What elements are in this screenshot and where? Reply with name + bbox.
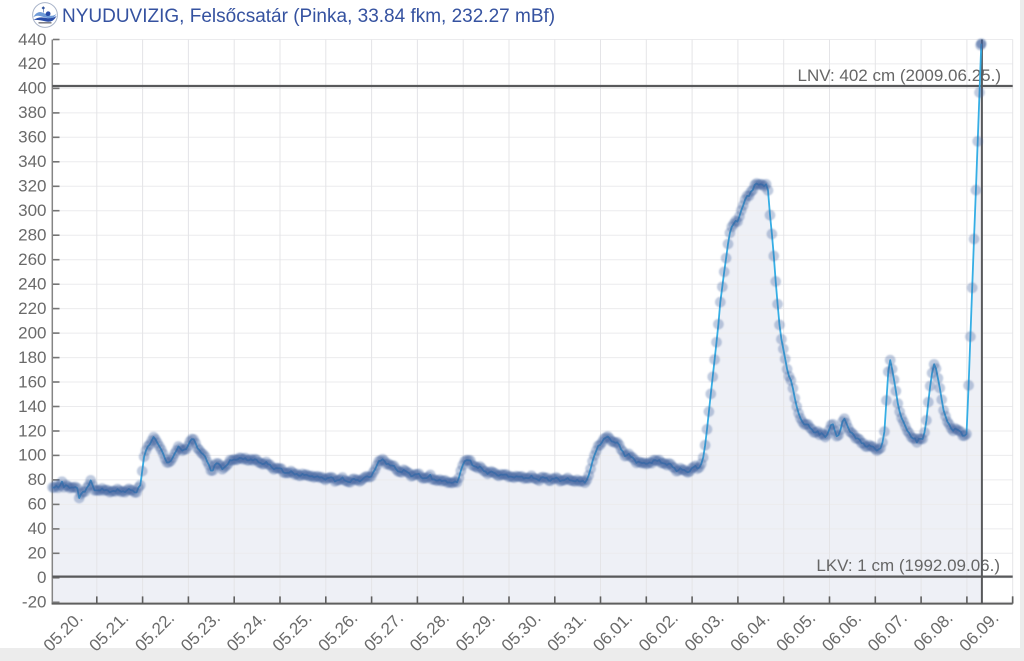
svg-text:05.23.: 05.23. bbox=[177, 608, 224, 655]
svg-text:20: 20 bbox=[28, 544, 47, 563]
svg-text:280: 280 bbox=[18, 226, 46, 245]
svg-text:300: 300 bbox=[18, 201, 46, 220]
svg-text:80: 80 bbox=[28, 470, 47, 489]
svg-text:160: 160 bbox=[18, 372, 46, 391]
svg-text:100: 100 bbox=[18, 446, 46, 465]
svg-text:05.22.: 05.22. bbox=[131, 608, 178, 655]
svg-text:06.06.: 06.06. bbox=[818, 608, 865, 655]
svg-text:0: 0 bbox=[37, 568, 46, 587]
svg-text:120: 120 bbox=[18, 421, 46, 440]
svg-text:420: 420 bbox=[18, 54, 46, 73]
svg-text:05.25.: 05.25. bbox=[269, 608, 316, 655]
svg-text:200: 200 bbox=[18, 323, 46, 342]
svg-text:05.30.: 05.30. bbox=[498, 608, 545, 655]
svg-text:06.08.: 06.08. bbox=[910, 608, 957, 655]
svg-text:-20: -20 bbox=[22, 593, 47, 612]
svg-text:220: 220 bbox=[18, 299, 46, 318]
svg-text:06.05.: 06.05. bbox=[772, 608, 819, 655]
svg-text:06.07.: 06.07. bbox=[864, 608, 911, 655]
svg-text:340: 340 bbox=[18, 152, 46, 171]
svg-text:LKV: 1 cm (1992.09.06.): LKV: 1 cm (1992.09.06.) bbox=[816, 556, 1000, 575]
svg-text:60: 60 bbox=[28, 495, 47, 514]
svg-text:05.29.: 05.29. bbox=[452, 608, 499, 655]
svg-text:140: 140 bbox=[18, 397, 46, 416]
svg-text:360: 360 bbox=[18, 128, 46, 147]
svg-text:440: 440 bbox=[18, 30, 46, 49]
svg-text:LNV: 402 cm (2009.06.25.): LNV: 402 cm (2009.06.25.) bbox=[798, 66, 1002, 85]
svg-text:05.20.: 05.20. bbox=[40, 608, 87, 655]
svg-text:06.02.: 06.02. bbox=[635, 608, 682, 655]
svg-text:380: 380 bbox=[18, 103, 46, 122]
svg-text:06.04.: 06.04. bbox=[727, 608, 774, 655]
svg-text:05.28.: 05.28. bbox=[406, 608, 453, 655]
svg-text:05.27.: 05.27. bbox=[360, 608, 407, 655]
svg-text:320: 320 bbox=[18, 177, 46, 196]
svg-text:40: 40 bbox=[28, 519, 47, 538]
svg-text:06.03.: 06.03. bbox=[681, 608, 728, 655]
svg-text:06.09.: 06.09. bbox=[956, 608, 1003, 655]
svg-text:260: 260 bbox=[18, 250, 46, 269]
svg-text:NYUDUVIZIG, Felsőcsatár (Pinka: NYUDUVIZIG, Felsőcsatár (Pinka, 33.84 fk… bbox=[62, 6, 555, 27]
svg-text:06.01.: 06.01. bbox=[589, 608, 636, 655]
svg-text:400: 400 bbox=[18, 79, 46, 98]
svg-text:05.31.: 05.31. bbox=[543, 608, 590, 655]
svg-text:240: 240 bbox=[18, 275, 46, 294]
svg-text:05.26.: 05.26. bbox=[315, 608, 362, 655]
svg-text:05.21.: 05.21. bbox=[86, 608, 133, 655]
svg-text:05.24.: 05.24. bbox=[223, 608, 270, 655]
svg-text:180: 180 bbox=[18, 348, 46, 367]
